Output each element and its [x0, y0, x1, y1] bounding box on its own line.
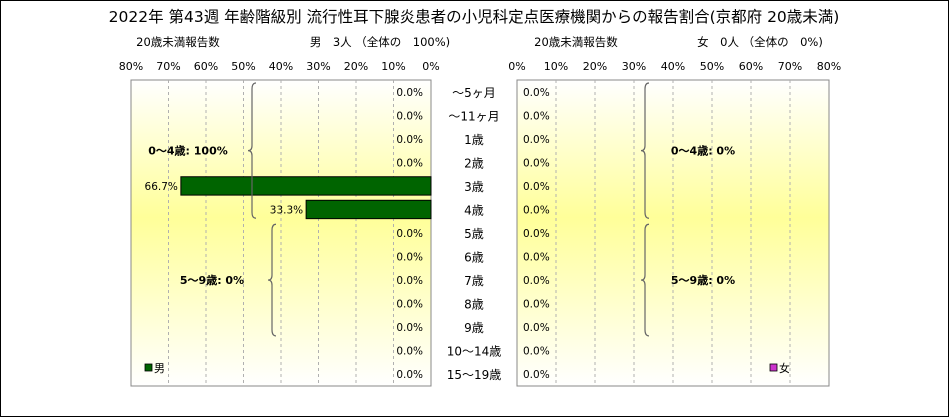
female-panel: 0% 10% 20% 30% 40% 50% 60% 70% 80% 0.0% 0.0% 0.0% 0.… [508, 60, 841, 387]
age-category-label: 8歳 [464, 298, 484, 312]
male-data-label: 0.0% [396, 369, 423, 381]
male-data-label: 0.0% [396, 228, 423, 240]
female-tick-label: 50% [700, 60, 724, 73]
right-summary: 女 0人 （全体の 0%) [697, 35, 823, 49]
age-category-label: 15～19歳 [447, 368, 502, 382]
female-data-label: 0.0% [523, 181, 550, 193]
female-legend-swatch [769, 363, 778, 372]
male-bar [180, 176, 432, 196]
female-data-label: 0.0% [523, 346, 550, 358]
age-category-label: 2歳 [464, 156, 484, 170]
age-category-labels: ～5ヶ月 ～11ヶ月 1歳 2歳 3歳 4歳 5歳 6歳 7歳 8歳 9歳 10～14歳 15～19歳 [447, 86, 502, 382]
female-tick-label: 60% [739, 60, 763, 73]
male-data-label: 0.0% [396, 110, 423, 122]
male-legend-label: 男 [154, 362, 165, 375]
male-tick-label: 70% [156, 60, 180, 73]
age-category-label: 5歳 [464, 227, 484, 241]
female-tick-label: 80% [817, 60, 841, 73]
male-tick-label: 20% [344, 60, 368, 73]
female-data-label: 0.0% [523, 87, 550, 99]
female-tick-label: 70% [778, 60, 802, 73]
female-data-label: 0.0% [523, 110, 550, 122]
male-annotation-label: 0～4歳: 100% [148, 144, 228, 158]
male-tick-label: 0% [422, 60, 439, 73]
male-panel: 80% 70% 60% 50% 40% 30% 20% 10% 0% 0.0% 0.0% 0.0% 0.… [119, 60, 440, 387]
male-legend-swatch [144, 363, 153, 372]
male-data-label: 66.7% [145, 181, 178, 193]
male-tick-label: 40% [269, 60, 293, 73]
female-tick-label: 30% [622, 60, 646, 73]
female-annotation-label: 5～9歳: 0% [671, 273, 735, 287]
male-annotation-label: 5～9歳: 0% [180, 273, 244, 287]
age-category-label: 3歳 [464, 180, 484, 194]
male-tick-label: 10% [381, 60, 405, 73]
age-category-label: ～5ヶ月 [452, 86, 496, 100]
male-data-label: 0.0% [396, 157, 423, 169]
female-data-label: 0.0% [523, 204, 550, 216]
age-category-label: 10～14歳 [447, 345, 502, 359]
female-tick-label: 0% [508, 60, 525, 73]
male-data-label: 0.0% [396, 87, 423, 99]
female-data-label: 0.0% [523, 299, 550, 311]
female-data-label: 0.0% [523, 157, 550, 169]
left-summary: 男 3人 （全体の 100%) [310, 35, 450, 49]
age-category-label: 9歳 [464, 321, 484, 335]
male-data-label: 0.0% [396, 134, 423, 146]
male-data-label: 0.0% [396, 346, 423, 358]
female-data-label: 0.0% [523, 134, 550, 146]
male-tick-label: 60% [194, 60, 218, 73]
male-tick-label: 50% [231, 60, 255, 73]
male-data-label: 0.0% [396, 322, 423, 334]
female-annotation-label: 0～4歳: 0% [671, 144, 735, 158]
age-category-label: 4歳 [464, 203, 484, 217]
male-tick-label: 30% [306, 60, 330, 73]
female-tick-label: 20% [583, 60, 607, 73]
age-category-label: 6歳 [464, 251, 484, 265]
male-data-label: 0.0% [396, 299, 423, 311]
male-data-label: 0.0% [396, 275, 423, 287]
male-brace [247, 82, 257, 219]
female-brace [640, 82, 650, 219]
female-tick-label: 40% [661, 60, 685, 73]
female-legend-label: 女 [779, 361, 790, 375]
female-data-label: 0.0% [523, 252, 550, 264]
female-data-label: 0.0% [523, 228, 550, 240]
female-tick-label: 10% [544, 60, 568, 73]
male-tick-label: 80% [119, 60, 143, 73]
male-bar [305, 199, 432, 220]
male-brace [267, 223, 277, 337]
male-data-label: 0.0% [396, 252, 423, 264]
female-brace [640, 223, 650, 337]
age-category-label: 1歳 [464, 133, 484, 147]
female-data-label: 0.0% [523, 275, 550, 287]
age-category-label: 7歳 [464, 274, 484, 288]
female-data-label: 0.0% [523, 322, 550, 334]
male-data-label: 33.3% [270, 204, 303, 216]
female-data-label: 0.0% [523, 369, 550, 381]
left-sub-header: 20歳未満報告数 [136, 35, 220, 49]
right-sub-header: 20歳未満報告数 [534, 35, 618, 49]
chart-title: 2022年 第43週 年齢階級別 流行性耳下腺炎患者の小児科定点医療機関からの報… [109, 8, 840, 26]
age-category-label: ～11ヶ月 [448, 109, 499, 123]
